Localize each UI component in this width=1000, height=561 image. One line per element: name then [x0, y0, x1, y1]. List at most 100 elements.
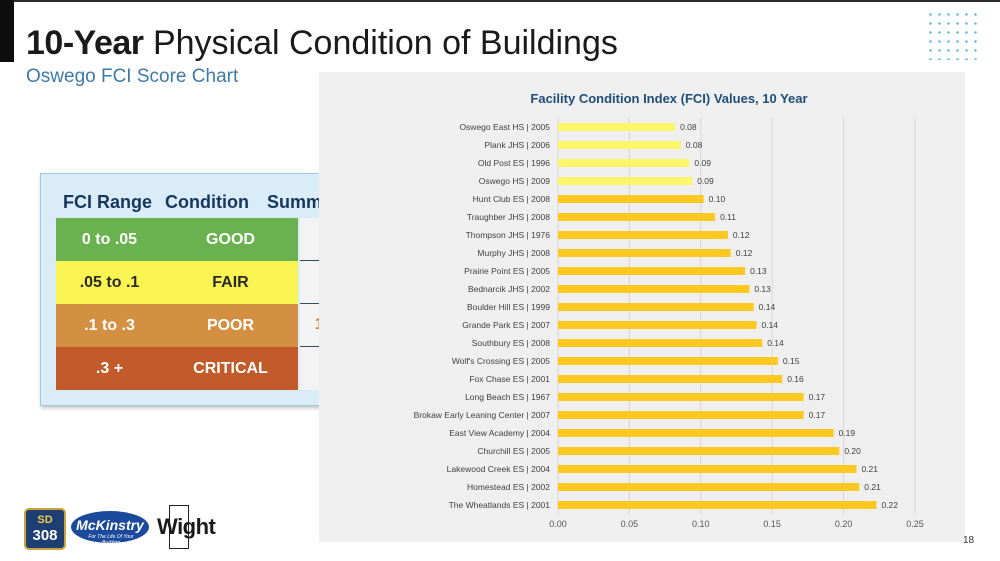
- bar: [558, 339, 763, 347]
- category-label: Boulder Hill ES | 1999: [467, 302, 550, 312]
- legend-condition-cell: GOOD: [163, 218, 298, 261]
- value-label: 0.09: [697, 176, 714, 186]
- legend-header-condition: Condition: [165, 192, 249, 212]
- category-label: Oswego HS | 2009: [479, 176, 550, 186]
- value-label: 0.22: [881, 500, 898, 510]
- value-label: 0.12: [736, 248, 753, 258]
- bar: [558, 411, 804, 419]
- bar: [558, 375, 783, 383]
- category-label: Plank JHS | 2006: [484, 140, 550, 150]
- bar: [558, 141, 681, 149]
- value-label: 0.14: [759, 302, 776, 312]
- bar: [558, 429, 834, 437]
- legend-condition-cell: FAIR: [163, 261, 298, 304]
- category-label: Brokaw Early Leaning Center | 2007: [414, 410, 551, 420]
- bar: [558, 447, 840, 455]
- legend-condition-cell: CRITICAL: [163, 347, 298, 390]
- page-title: 10-Year Physical Condition of Buildings: [26, 22, 618, 64]
- bar: [558, 483, 860, 491]
- page-title-rest: Physical Condition of Buildings: [152, 24, 618, 62]
- bar: [558, 285, 750, 293]
- category-label: Bednarcik JHS | 2002: [468, 284, 550, 294]
- x-tick-label: 0.25: [906, 519, 924, 529]
- fci-bar-chart: Facility Condition Index (FCI) Values, 1…: [414, 91, 924, 529]
- value-label: 0.15: [783, 356, 800, 366]
- category-label: East View Academy | 2004: [449, 428, 550, 438]
- title-accent-bar: [0, 0, 14, 62]
- value-label: 0.10: [709, 194, 726, 204]
- category-label: Fox Chase ES | 2001: [469, 374, 550, 384]
- mckinstry-logo-oval: [71, 511, 149, 543]
- value-label: 0.13: [750, 266, 767, 276]
- bar: [558, 465, 857, 473]
- mckinstry-logo: McKinstry For The Life Of Your Building: [71, 511, 149, 547]
- sd308-logo-top: SD: [37, 514, 53, 526]
- legend-header-range: FCI Range: [63, 192, 153, 212]
- x-tick-label: 0.15: [763, 519, 781, 529]
- value-label: 0.19: [839, 428, 856, 438]
- category-label: Oswego East HS | 2005: [459, 122, 550, 132]
- x-tick-label: 0.05: [621, 519, 639, 529]
- page-number: 18: [963, 535, 975, 546]
- legend-range-cell: .3 +: [56, 347, 163, 390]
- value-label: 0.13: [754, 284, 771, 294]
- bar: [558, 213, 716, 221]
- x-tick-label: 0.20: [835, 519, 853, 529]
- wight-logo-frame: [169, 505, 189, 549]
- value-label: 0.21: [861, 464, 878, 474]
- category-label: Prairie Point ES | 2005: [464, 266, 550, 276]
- chart-title: Facility Condition Index (FCI) Values, 1…: [530, 91, 807, 106]
- bar: [558, 195, 704, 203]
- mckinstry-logo-text: McKinstry: [76, 517, 144, 533]
- top-rule: [0, 0, 1000, 2]
- page-title-bold: 10-Year: [26, 24, 144, 62]
- bar: [558, 321, 757, 329]
- bar: [558, 501, 877, 509]
- legend-condition-cell: POOR: [163, 304, 298, 347]
- value-label: 0.17: [809, 410, 826, 420]
- category-label: Murphy JHS | 2008: [477, 248, 550, 258]
- x-tick-label: 0.10: [692, 519, 710, 529]
- value-label: 0.12: [733, 230, 750, 240]
- legend-range-cell: .05 to .1: [56, 261, 163, 304]
- category-label: Lakewood Creek ES | 2004: [447, 464, 551, 474]
- category-label: Traughber JHS | 2008: [467, 212, 550, 222]
- x-tick-label: 0.00: [549, 519, 567, 529]
- bar: [558, 159, 690, 167]
- category-label: Thompson JHS | 1976: [466, 230, 551, 240]
- bar: [558, 177, 693, 185]
- category-label: Old Post ES | 1996: [478, 158, 550, 168]
- value-label: 0.11: [720, 212, 736, 222]
- legend-range-cell: 0 to .05: [56, 218, 163, 261]
- bar: [558, 231, 728, 239]
- category-label: Homestead ES | 2002: [467, 482, 550, 492]
- wight-logo-text: Wight: [157, 514, 216, 539]
- category-label: Churchill ES | 2005: [477, 446, 550, 456]
- value-label: 0.14: [761, 320, 778, 330]
- sd308-logo: SD 308: [24, 508, 66, 550]
- decorative-dot-grid-icon: [926, 10, 982, 60]
- category-label: Southbury ES | 2008: [472, 338, 551, 348]
- value-label: 0.20: [844, 446, 861, 456]
- category-label: Grande Park ES | 2007: [462, 320, 550, 330]
- value-label: 0.21: [864, 482, 881, 492]
- page-subtitle: Oswego FCI Score Chart: [26, 66, 239, 87]
- legend-range-cell: .1 to .3: [56, 304, 163, 347]
- category-label: Long Beach ES | 1967: [465, 392, 550, 402]
- category-label: The Wheatlands ES | 2001: [449, 500, 551, 510]
- bar: [558, 303, 754, 311]
- value-label: 0.08: [686, 140, 703, 150]
- value-label: 0.16: [787, 374, 804, 384]
- value-label: 0.08: [680, 122, 697, 132]
- value-label: 0.14: [767, 338, 784, 348]
- value-label: 0.09: [694, 158, 711, 168]
- value-label: 0.17: [809, 392, 826, 402]
- fci-chart-panel: Facility Condition Index (FCI) Values, 1…: [319, 72, 965, 542]
- mckinstry-logo-tagline: For The Life Of Your Building: [88, 534, 134, 546]
- bar: [558, 357, 778, 365]
- bar: [558, 393, 804, 401]
- bar: [558, 249, 731, 257]
- sd308-logo-number: 308: [32, 527, 58, 544]
- bar: [558, 123, 676, 131]
- bar: [558, 267, 746, 275]
